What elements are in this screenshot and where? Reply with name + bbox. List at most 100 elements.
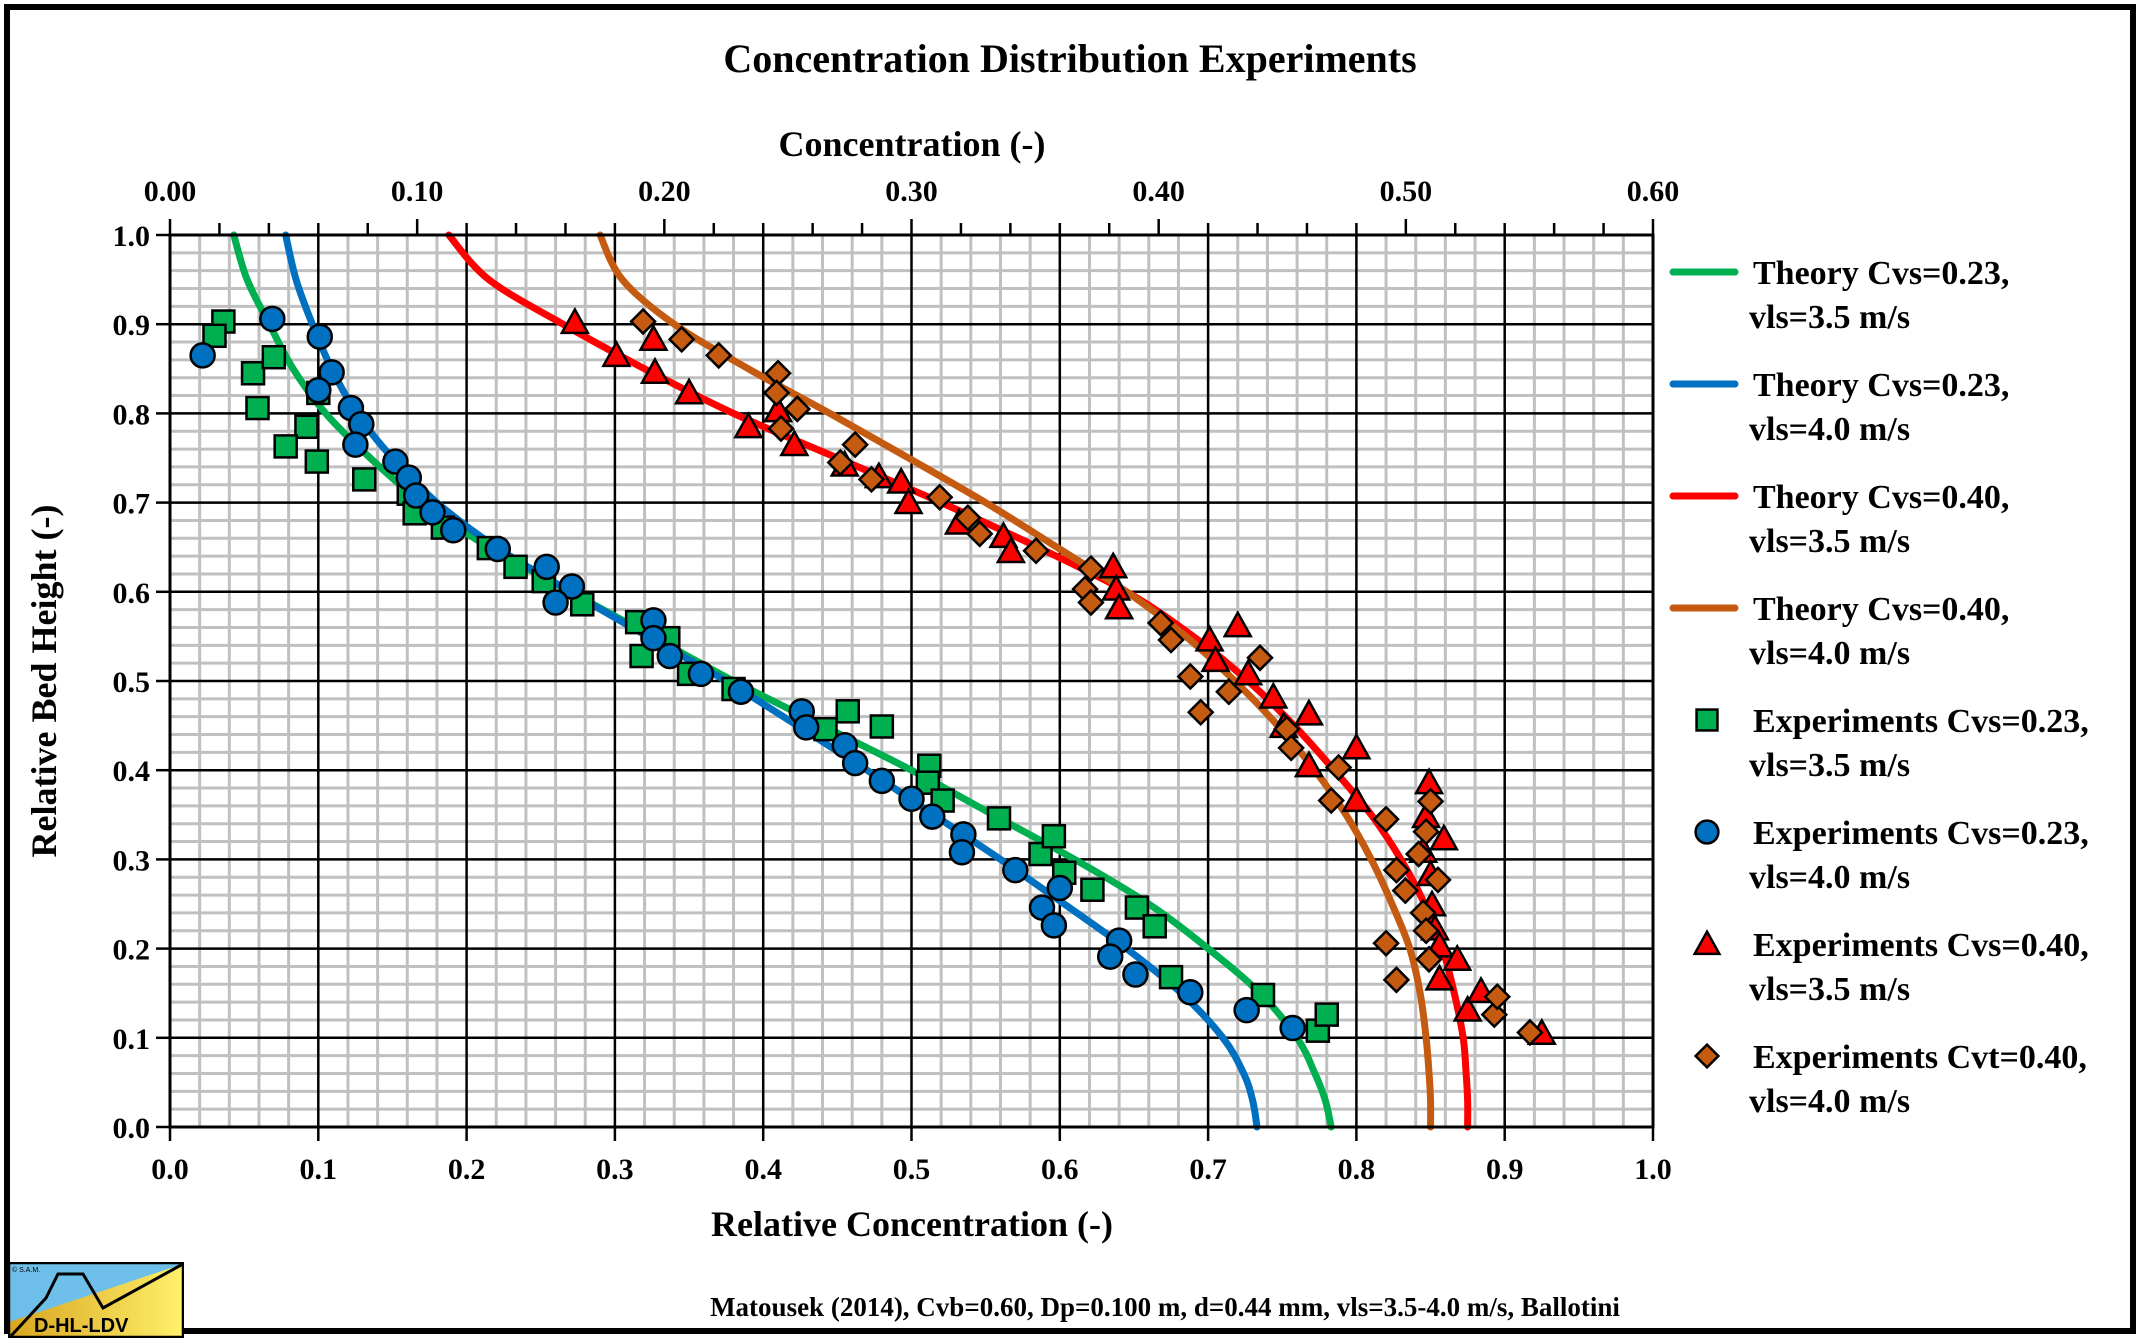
data-point-square: [245, 395, 270, 421]
legend-label: Experiments Cvs=0.40,: [1753, 927, 2089, 964]
data-point-circle: [792, 714, 820, 741]
x2-tick-label: 0.30: [885, 175, 938, 208]
data-point-circle: [318, 359, 345, 386]
data-point-diamond: [1483, 983, 1512, 1011]
x-tick-label: 0.6: [1041, 1153, 1079, 1186]
data-point-diamond: [1412, 916, 1440, 945]
x2-tick-label: 0.20: [638, 175, 691, 208]
data-point-circle: [189, 342, 216, 369]
data-point-diamond: [762, 379, 791, 407]
legend-marker-diamond: [1693, 1042, 1721, 1070]
data-point-square: [273, 434, 298, 459]
y-tick-label: 0.4: [113, 755, 151, 788]
data-point-triangle: [1098, 551, 1129, 579]
data-point-triangle: [1194, 624, 1225, 652]
x-tick-label: 0.5: [893, 1153, 931, 1186]
legend-label: Theory Cvs=0.40,: [1753, 479, 2009, 516]
data-point-triangle: [995, 536, 1026, 564]
data-point-diamond: [826, 448, 855, 477]
data-point-circle: [305, 376, 332, 404]
data-point-triangle: [1428, 823, 1460, 851]
data-point-diamond: [1415, 945, 1443, 974]
data-point-circle: [259, 305, 286, 333]
top-axis-label: Concentration (-): [779, 124, 1046, 164]
data-point-diamond: [1391, 876, 1420, 905]
data-point-diamond: [1215, 677, 1243, 706]
data-point-square: [503, 554, 528, 580]
chart-title: Concentration Distribution Experiments: [723, 36, 1416, 81]
x-tick-label: 0.4: [744, 1153, 782, 1186]
data-point-circle: [342, 431, 369, 458]
data-point-circle: [440, 517, 467, 544]
legend-label: Theory Cvs=0.23,: [1753, 367, 2009, 404]
x-tick-label: 0.9: [1486, 1153, 1524, 1186]
legend: Theory Cvs=0.23, vls=3.5 m/s Theory Cvs=0.…: [1669, 255, 2089, 1120]
data-point-square: [1124, 895, 1150, 920]
y-tick-label: 0.8: [113, 398, 151, 431]
y-tick-label: 1.0: [113, 220, 151, 253]
data-point-circle: [542, 589, 569, 616]
data-point-square: [1041, 823, 1067, 849]
legend-label: Theory Cvs=0.40,: [1753, 591, 2009, 628]
y-tick-label: 0.6: [113, 577, 151, 610]
data-point-square: [869, 714, 895, 739]
data-point-triangle: [601, 339, 632, 368]
data-point-triangle: [559, 306, 590, 335]
legend-label: vls=3.5 m/s: [1749, 523, 1910, 560]
chart-frame: [4, 4, 2136, 1334]
data-point-square: [1158, 964, 1184, 990]
data-point-square: [202, 323, 227, 349]
data-point-diamond: [629, 307, 657, 336]
data-point-circle: [1040, 912, 1068, 939]
data-point-diamond: [925, 483, 954, 512]
data-point-triangle: [885, 466, 917, 494]
data-point-triangle: [1442, 943, 1473, 971]
legend-label: vls=4.0 m/s: [1749, 635, 1910, 672]
data-point-circle: [868, 767, 896, 795]
data-point-diamond: [1412, 817, 1440, 846]
data-point-square: [986, 806, 1012, 831]
data-point-diamond: [767, 414, 795, 443]
data-point-circle: [1002, 856, 1029, 884]
data-point-diamond: [1372, 805, 1400, 834]
data-point-diamond: [704, 341, 733, 370]
data-point-diamond: [1372, 929, 1400, 958]
data-point-circle: [1046, 874, 1074, 902]
data-point-square: [629, 643, 654, 669]
data-point-diamond: [1146, 609, 1175, 637]
axes: 0.0 0.1 0.2 0.3 0.4 0.5 0.6 0.7 0.8 0.9 1.00.00.10…: [113, 175, 1680, 1186]
legend-label: vls=4.0 m/s: [1749, 859, 1910, 896]
data-point-triangle: [1341, 784, 1372, 813]
data-point-triangle: [1424, 963, 1455, 991]
x2-tick-label: 0.00: [144, 175, 197, 208]
data-point-triangle: [733, 411, 764, 439]
data-point-triangle: [779, 429, 810, 457]
data-point-diamond: [1176, 662, 1205, 691]
data-point-triangle: [1103, 592, 1135, 620]
data-point-diamond: [1324, 753, 1353, 782]
data-point-circle: [656, 642, 684, 670]
data-point-square: [240, 361, 266, 386]
data-point-square: [304, 449, 330, 474]
data-point-circle: [533, 553, 560, 581]
data-point-square: [1080, 877, 1105, 902]
data-point-circle: [306, 323, 334, 350]
data-point-circle: [1279, 1014, 1306, 1042]
x-tick-label: 0.8: [1338, 1153, 1376, 1186]
y-tick-label: 0.9: [113, 309, 151, 342]
x-axis-label: Relative Concentration (-): [711, 1204, 1113, 1244]
data-point-circle: [419, 499, 446, 526]
data-point-circle: [1122, 961, 1149, 988]
data-point-triangle: [1341, 732, 1372, 760]
data-point-square: [835, 699, 860, 724]
x2-tick-label: 0.10: [391, 175, 444, 208]
data-point-triangle: [1233, 658, 1264, 686]
data-point-diamond: [857, 465, 886, 494]
data-point-diamond: [1077, 554, 1105, 583]
legend-label: Experiments Cvs=0.23,: [1753, 703, 2089, 740]
legend-label: Experiments Cvt=0.40,: [1753, 1039, 2087, 1076]
legend-marker-square: [1695, 708, 1719, 732]
legend-marker-triangle: [1692, 929, 1722, 956]
data-point-circle: [1233, 996, 1260, 1024]
